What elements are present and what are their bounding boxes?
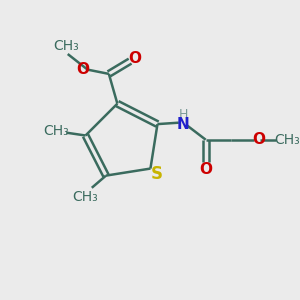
Text: CH₃: CH₃ [72, 190, 98, 204]
Text: S: S [151, 165, 163, 183]
Text: O: O [199, 162, 212, 177]
Text: N: N [177, 118, 189, 133]
Text: O: O [129, 51, 142, 66]
Text: CH₃: CH₃ [53, 39, 79, 53]
Text: CH₃: CH₃ [44, 124, 70, 138]
Text: O: O [76, 62, 89, 77]
Text: H: H [178, 108, 188, 121]
Text: CH₃: CH₃ [274, 133, 300, 147]
Text: O: O [253, 132, 266, 147]
